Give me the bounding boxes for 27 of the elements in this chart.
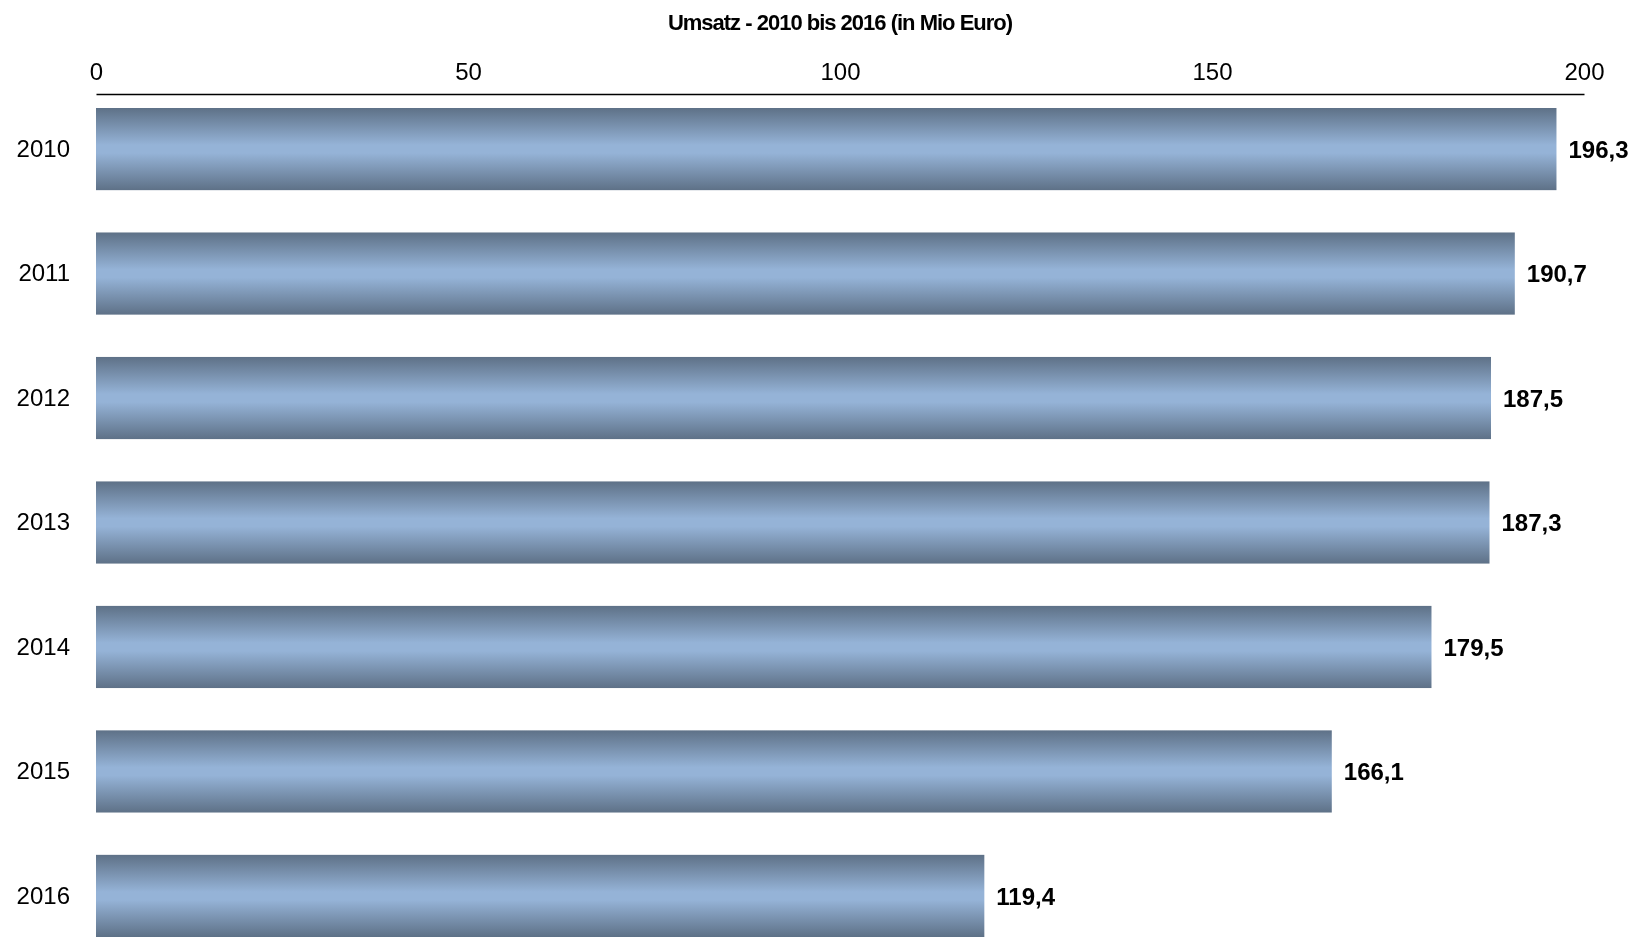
chart-title: Umsatz - 2010 bis 2016 (in Mio Euro): [667, 10, 1013, 35]
y-tick-label: 2010: [16, 134, 70, 162]
bar: [96, 730, 1332, 813]
data-label: 119,4: [996, 882, 1056, 910]
data-label: 190,7: [1526, 260, 1587, 288]
x-tick-label: 50: [455, 58, 482, 85]
bar: [96, 232, 1515, 315]
bar: [96, 108, 1557, 191]
y-tick-label: 2015: [16, 757, 70, 785]
data-label: 166,1: [1343, 758, 1404, 786]
x-tick-label: 200: [1564, 58, 1605, 85]
bar: [96, 605, 1432, 689]
x-tick-label: 100: [820, 58, 861, 85]
y-tick-label: 2014: [16, 632, 70, 660]
data-label: 187,3: [1501, 509, 1562, 537]
y-tick-label: 2013: [16, 508, 70, 536]
y-tick-label: 2012: [16, 383, 70, 411]
bar: [96, 356, 1491, 440]
data-label: 187,5: [1503, 384, 1564, 412]
data-label: 179,5: [1443, 633, 1504, 661]
bar: [96, 854, 985, 937]
data-label: 196,3: [1568, 135, 1629, 163]
x-tick-label: 0: [89, 58, 104, 85]
y-tick-label: 2016: [16, 881, 70, 909]
x-tick-label: 150: [1192, 58, 1233, 85]
y-tick-label: 2011: [18, 259, 70, 287]
bar: [96, 481, 1490, 564]
